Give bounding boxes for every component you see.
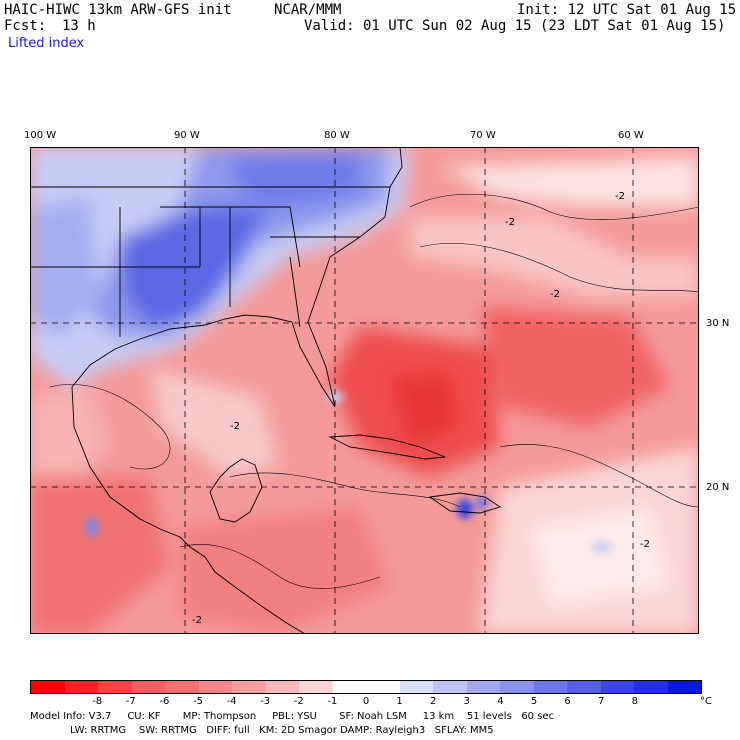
init-time: Init: 12 UTC Sat 01 Aug 15: [517, 2, 737, 18]
colorbar-swatch: [198, 681, 232, 693]
colorbar-swatch: [500, 681, 534, 693]
colorbar: [30, 680, 702, 694]
colorbar-swatch: [567, 681, 601, 693]
colorbar-tick-label: 0: [362, 696, 370, 707]
field-shading: [30, 147, 699, 634]
colorbar-swatch: [64, 681, 98, 693]
colorbar-swatch: [667, 681, 701, 693]
org-label: NCAR/MMM: [274, 2, 342, 18]
colorbar-tick-label: 2: [430, 696, 437, 707]
contour-label: -2: [192, 615, 202, 626]
colorbar-unit: °C: [700, 696, 712, 707]
graticule: [30, 147, 699, 634]
colorbar-swatch: [98, 681, 132, 693]
colorbar-tick-label: 4: [497, 696, 504, 707]
colorbar-tick-label: -2: [293, 696, 304, 707]
colorbar-tick-label: 6: [564, 696, 571, 707]
lon-label-100w: 100 W: [24, 130, 57, 141]
lon-label-70w: 70 W: [470, 130, 496, 141]
colorbar-tick-label: 1: [396, 696, 403, 707]
colorbar-tick-label: -7: [125, 696, 136, 707]
colorbar-swatch: [31, 681, 65, 693]
colorbar-swatch: [265, 681, 299, 693]
lon-label-60w: 60 W: [618, 130, 644, 141]
field-name: Lifted index: [8, 36, 85, 51]
colorbar-tick-label: -6: [159, 696, 170, 707]
model-info-line1: Model Info: V3.7 CU: KF MP: Thompson PBL…: [30, 711, 555, 722]
lon-label-90w: 90 W: [174, 130, 200, 141]
fcst-label: Fcst:: [4, 18, 47, 34]
contour-label: -2: [615, 191, 625, 202]
lat-label-20n: 20 N: [706, 482, 730, 493]
valid-time: Valid: 01 UTC Sun 02 Aug 15 (23 LDT Sat …: [304, 18, 726, 34]
colorbar-swatch: [634, 681, 668, 693]
lat-label-30n: 30 N: [706, 318, 730, 329]
contour-label: -2: [230, 421, 240, 432]
contour-label: -2: [505, 217, 515, 228]
map-border: [30, 147, 699, 634]
colorbar-tick-label: -3: [260, 696, 271, 707]
coastlines: [30, 147, 502, 634]
colorbar-tick-label: 7: [598, 696, 605, 707]
colorbar-swatch: [299, 681, 333, 693]
model-title: HAIC-HIWC 13km ARW-GFS init: [4, 2, 232, 18]
colorbar-swatch: [165, 681, 199, 693]
model-info-line2: LW: RRTMG SW: RRTMG DIFF: full KM: 2D Sm…: [70, 725, 494, 736]
colorbar-swatch: [433, 681, 467, 693]
colorbar-swatch: [466, 681, 500, 693]
fcst-value: 13 h: [62, 18, 96, 34]
map-svg: -2 -2 -2 -2 -2 -2: [30, 147, 699, 634]
colorbar-tick-label: 3: [463, 696, 470, 707]
colorbar-tick-label: 8: [631, 696, 638, 707]
colorbar-swatch: [131, 681, 165, 693]
colorbar-swatch: [332, 681, 366, 693]
colorbar-tick-label: -4: [226, 696, 237, 707]
lon-label-80w: 80 W: [324, 130, 350, 141]
colorbar-swatch: [232, 681, 266, 693]
colorbar-swatch: [399, 681, 433, 693]
blue-specks: [86, 391, 612, 553]
contour-label: -2: [550, 289, 560, 300]
colorbar-tick-label: -5: [193, 696, 203, 707]
contour-label: -2: [640, 539, 650, 550]
colorbar-tick-label: -1: [327, 696, 338, 707]
colorbar-tick-label: -8: [92, 696, 103, 707]
colorbar-swatch: [600, 681, 634, 693]
colorbar-tick-label: 5: [530, 696, 538, 707]
colorbar-swatch: [533, 681, 567, 693]
li-contours: [49, 194, 699, 589]
colorbar-swatch: [366, 681, 400, 693]
lifted-index-map[interactable]: -2 -2 -2 -2 -2 -2: [30, 147, 699, 634]
